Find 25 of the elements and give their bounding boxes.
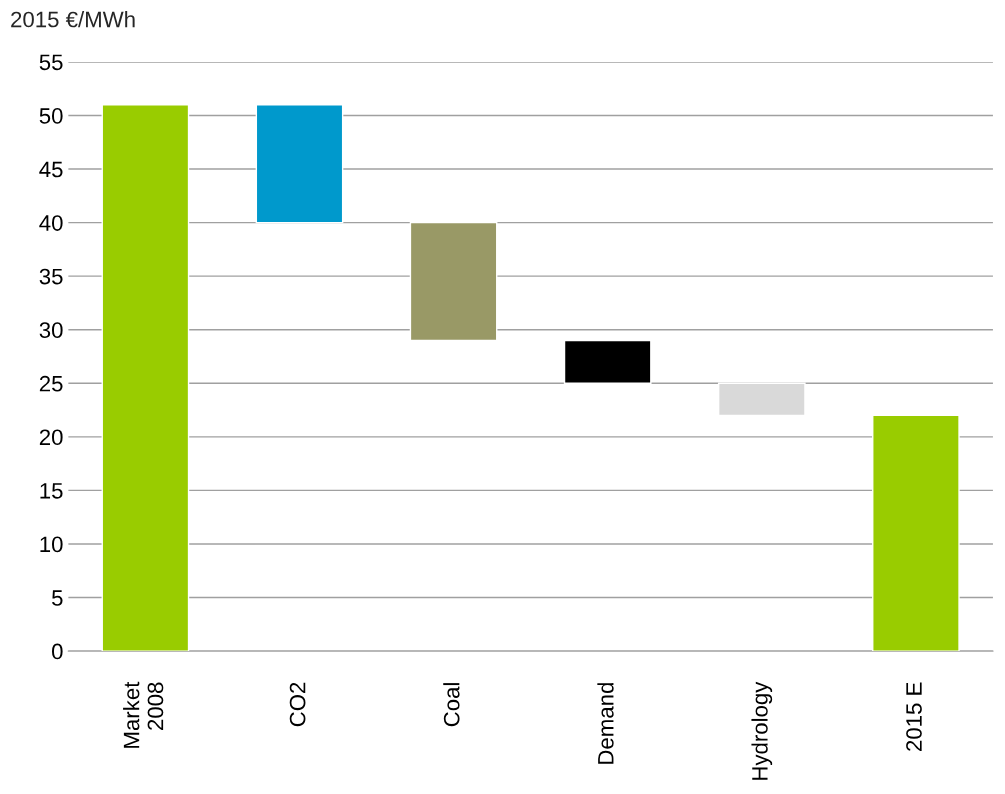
bar [717,382,806,417]
bar [563,339,652,384]
y-tick-label: 40 [39,215,63,231]
y-tick-label: 35 [39,268,63,285]
y-tick-label: 0 [51,643,63,660]
y-tick-label: 55 [39,54,63,71]
bar [101,104,190,652]
y-tick-label: 45 [39,161,63,178]
y-tick-label: 15 [40,483,63,499]
y-tick-label: 50 [39,108,63,124]
y-axis-title: 2015 €/MWh [11,11,135,28]
y-tick-label: 25 [39,375,63,392]
bar [255,104,344,224]
bar [409,221,498,342]
y-tick-label: 30 [39,322,63,338]
x-tick-label: Coal [443,683,460,727]
x-tick-label: CO2 [289,682,306,727]
y-tick-label: 5 [52,590,63,606]
bar [872,414,960,652]
x-tick-label: Demand [597,683,614,764]
x-tick-label: Market 2008 [123,681,164,748]
y-tick-label: 10 [40,536,63,553]
x-tick-label: 2015 E [906,682,922,751]
x-tick-label: Hydrology [751,681,773,780]
y-tick-label: 20 [39,429,63,446]
